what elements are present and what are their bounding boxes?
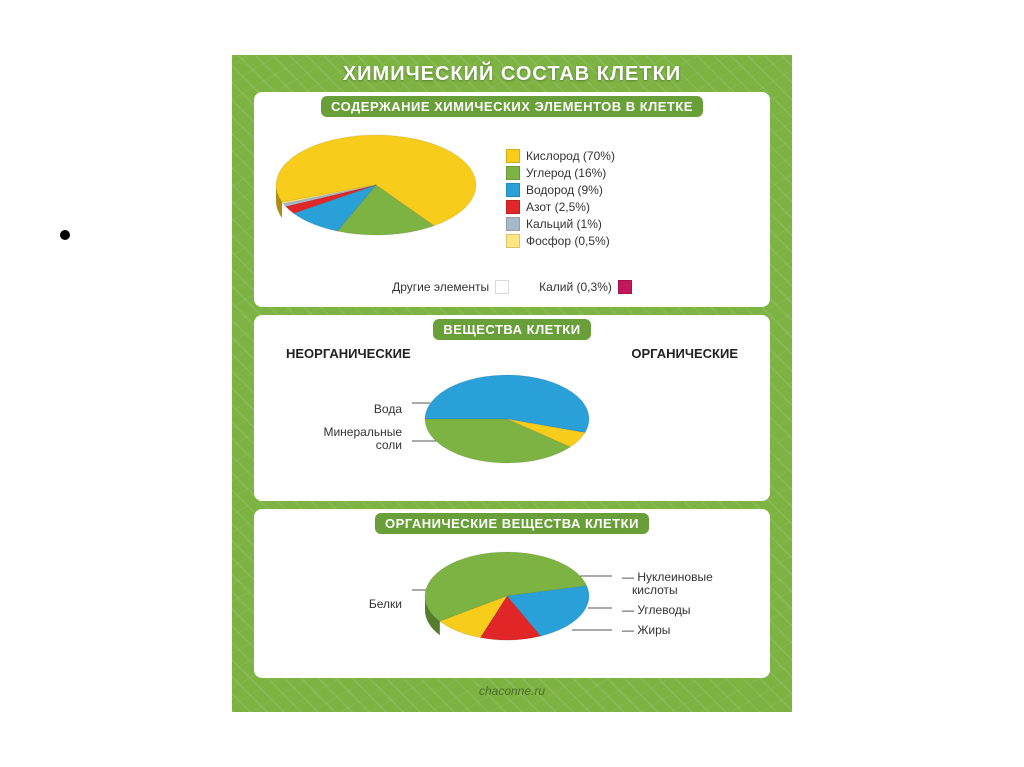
- watermark: chaconne.ru: [254, 684, 770, 698]
- legend-item: Водород (9%): [506, 183, 758, 197]
- panel2-left-labels: Вода Минеральныесоли: [266, 392, 402, 462]
- panel-organic: ОРГАНИЧЕСКИЕ ВЕЩЕСТВА КЛЕТКИ Белки — Нук…: [254, 509, 770, 678]
- pie3: [412, 540, 612, 668]
- legend-item: Другие элементы: [392, 280, 509, 294]
- panel-substances: ВЕЩЕСТВА КЛЕТКИ НЕОРГАНИЧЕСКИЕ ОРГАНИЧЕС…: [254, 315, 770, 501]
- head-organic: ОРГАНИЧЕСКИЕ: [631, 346, 738, 361]
- legend-item: Углерод (16%): [506, 166, 758, 180]
- legend-item: Азот (2,5%): [506, 200, 758, 214]
- panel-elements: СОДЕРЖАНИЕ ХИМИЧЕСКИХ ЭЛЕМЕНТОВ В КЛЕТКЕ…: [254, 92, 770, 307]
- poster: ХИМИЧЕСКИЙ СОСТАВ КЛЕТКИ СОДЕРЖАНИЕ ХИМИ…: [232, 55, 792, 712]
- main-title: ХИМИЧЕСКИЙ СОСТАВ КЛЕТКИ: [254, 63, 770, 86]
- bottom-legend1: Другие элементы Калий (0,3%): [266, 277, 758, 297]
- legend-item: Кальций (1%): [506, 217, 758, 231]
- panel2-title: ВЕЩЕСТВА КЛЕТКИ: [433, 319, 590, 340]
- legend-item: Фосфор (0,5%): [506, 234, 758, 248]
- pie2: [412, 363, 612, 491]
- panel3-right-labels: — Нуклеиновые кислоты — Углеводы — Жиры: [622, 565, 758, 643]
- panel3-left-label: Белки: [266, 587, 402, 621]
- head-inorganic: НЕОРГАНИЧЕСКИЕ: [286, 346, 411, 361]
- legend-item: Кислород (70%): [506, 149, 758, 163]
- panel1-title: СОДЕРЖАНИЕ ХИМИЧЕСКИХ ЭЛЕМЕНТОВ В КЛЕТКЕ: [321, 96, 703, 117]
- panel3-title: ОРГАНИЧЕСКИЕ ВЕЩЕСТВА КЛЕТКИ: [375, 513, 649, 534]
- pie1: [266, 123, 496, 273]
- legend-item: Калий (0,3%): [539, 280, 632, 294]
- legend1: Кислород (70%) Углерод (16%) Водород (9%) А…: [506, 146, 758, 251]
- slide-bullet: [60, 230, 70, 240]
